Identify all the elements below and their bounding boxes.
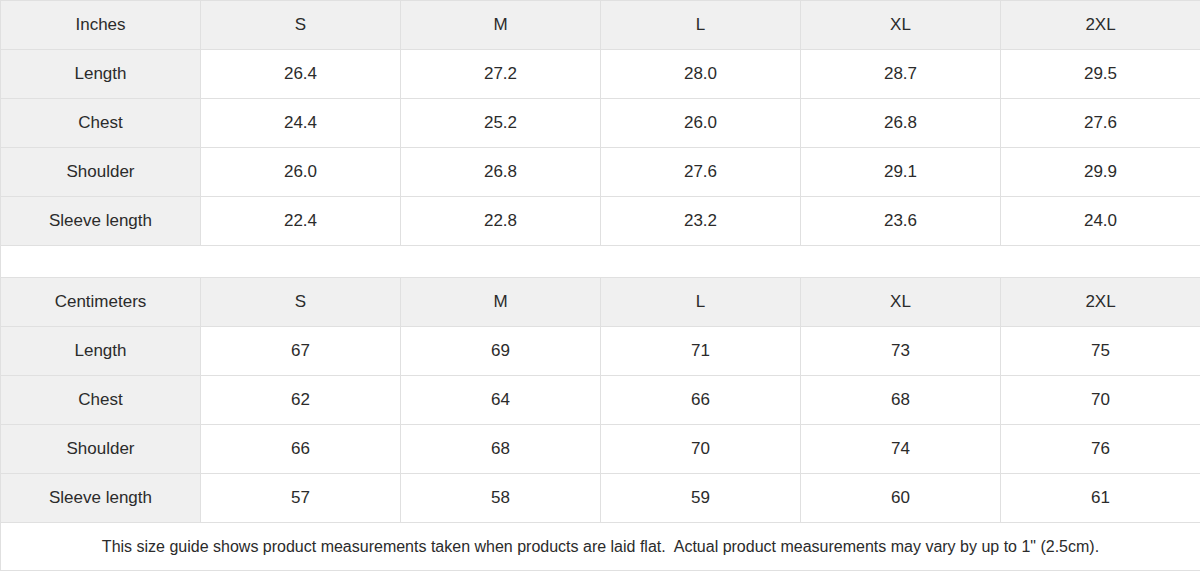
measurement-cell: 28.7 — [801, 50, 1001, 99]
measurement-cell: 26.8 — [401, 148, 601, 197]
measurement-cell: 64 — [401, 376, 601, 425]
table-row: Shoulder 26.0 26.8 27.6 29.1 29.9 — [1, 148, 1200, 197]
size-header-cell: 2XL — [1001, 278, 1200, 327]
unit-header-cell: Centimeters — [1, 278, 201, 327]
size-header-cell: M — [401, 1, 601, 50]
table-row: Length 26.4 27.2 28.0 28.7 29.5 — [1, 50, 1200, 99]
measurement-cell: 29.1 — [801, 148, 1001, 197]
row-label-cell: Chest — [1, 99, 201, 148]
row-label-cell: Length — [1, 327, 201, 376]
measurement-cell: 24.4 — [201, 99, 401, 148]
measurement-cell: 25.2 — [401, 99, 601, 148]
measurement-cell: 26.0 — [601, 99, 801, 148]
table-row: Sleeve length 22.4 22.8 23.2 23.6 24.0 — [1, 197, 1200, 246]
measurement-cell: 23.2 — [601, 197, 801, 246]
size-header-cell: M — [401, 278, 601, 327]
size-header-cell: XL — [801, 1, 1001, 50]
measurement-cell: 22.4 — [201, 197, 401, 246]
measurement-cell: 67 — [201, 327, 401, 376]
measurement-cell: 62 — [201, 376, 401, 425]
measurement-cell: 73 — [801, 327, 1001, 376]
row-label-cell: Shoulder — [1, 425, 201, 474]
measurement-cell: 71 — [601, 327, 801, 376]
measurement-cell: 61 — [1001, 474, 1200, 523]
row-label-cell: Shoulder — [1, 148, 201, 197]
row-label-cell: Length — [1, 50, 201, 99]
measurement-cell: 74 — [801, 425, 1001, 474]
measurement-cell: 75 — [1001, 327, 1200, 376]
measurement-cell: 68 — [401, 425, 601, 474]
measurement-cell: 27.6 — [1001, 99, 1200, 148]
table-row: Shoulder 66 68 70 74 76 — [1, 425, 1200, 474]
row-label-cell: Sleeve length — [1, 197, 201, 246]
spacer-row — [1, 246, 1200, 278]
measurement-cell: 59 — [601, 474, 801, 523]
measurement-cell: 68 — [801, 376, 1001, 425]
row-label-cell: Chest — [1, 376, 201, 425]
size-header-cell: 2XL — [1001, 1, 1200, 50]
measurement-cell: 26.0 — [201, 148, 401, 197]
centimeters-header-row: Centimeters S M L XL 2XL — [1, 278, 1200, 327]
unit-header-cell: Inches — [1, 1, 201, 50]
measurement-cell: 27.2 — [401, 50, 601, 99]
measurement-cell: 29.5 — [1001, 50, 1200, 99]
measurement-cell: 29.9 — [1001, 148, 1200, 197]
size-header-cell: XL — [801, 278, 1001, 327]
measurement-cell: 76 — [1001, 425, 1200, 474]
measurement-cell: 69 — [401, 327, 601, 376]
row-label-cell: Sleeve length — [1, 474, 201, 523]
size-header-cell: L — [601, 278, 801, 327]
measurement-cell: 26.4 — [201, 50, 401, 99]
measurement-cell: 27.6 — [601, 148, 801, 197]
measurement-cell: 60 — [801, 474, 1001, 523]
table-row: Chest 62 64 66 68 70 — [1, 376, 1200, 425]
spacer-cell — [1, 246, 1200, 278]
measurement-cell: 58 — [401, 474, 601, 523]
measurement-cell: 66 — [601, 376, 801, 425]
size-header-cell: S — [201, 1, 401, 50]
measurement-cell: 66 — [201, 425, 401, 474]
table-row: Sleeve length 57 58 59 60 61 — [1, 474, 1200, 523]
size-guide-table: Inches S M L XL 2XL Length 26.4 27.2 28.… — [0, 0, 1200, 571]
footer-row: This size guide shows product measuremen… — [1, 523, 1200, 571]
measurement-cell: 28.0 — [601, 50, 801, 99]
measurement-cell: 23.6 — [801, 197, 1001, 246]
measurement-cell: 22.8 — [401, 197, 601, 246]
measurement-cell: 26.8 — [801, 99, 1001, 148]
inches-header-row: Inches S M L XL 2XL — [1, 1, 1200, 50]
table-row: Chest 24.4 25.2 26.0 26.8 27.6 — [1, 99, 1200, 148]
measurement-cell: 57 — [201, 474, 401, 523]
size-header-cell: L — [601, 1, 801, 50]
table-row: Length 67 69 71 73 75 — [1, 327, 1200, 376]
measurement-cell: 70 — [601, 425, 801, 474]
footer-note: This size guide shows product measuremen… — [1, 523, 1200, 571]
size-header-cell: S — [201, 278, 401, 327]
measurement-cell: 24.0 — [1001, 197, 1200, 246]
measurement-cell: 70 — [1001, 376, 1200, 425]
